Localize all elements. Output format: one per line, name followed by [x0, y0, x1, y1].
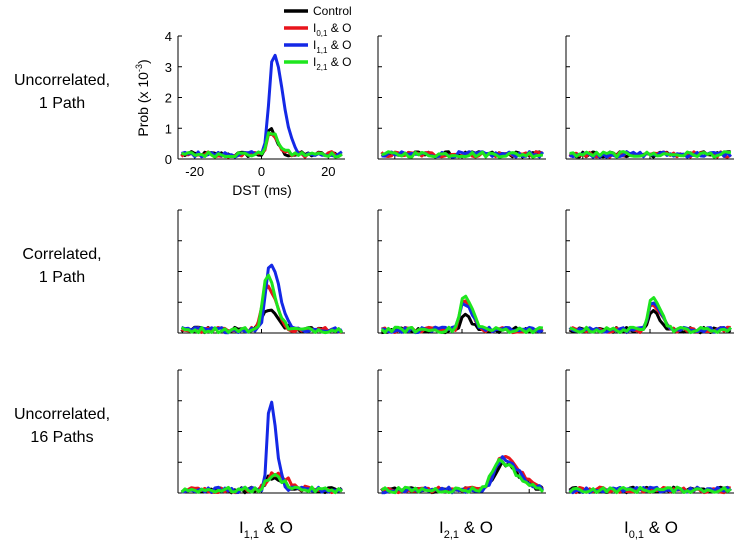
x-axis-label: DST (ms) — [232, 182, 292, 198]
panel-r2-c2 — [565, 369, 734, 495]
y-tick-label: 1 — [165, 121, 172, 136]
y-axis-label: Prob (x 10-3) — [134, 59, 151, 136]
x-tick-label: -20 — [185, 164, 204, 179]
panels: 0 1 2 3 4 -20 0 20 — [165, 29, 734, 495]
x-tick-label: 20 — [321, 164, 335, 179]
series-line-i21 — [568, 485, 732, 495]
series-line-i11 — [181, 400, 343, 494]
panel-r1-c2 — [565, 209, 734, 335]
y-tick-label: 3 — [165, 60, 172, 75]
row-label-0: Uncorrelated, 1 Path — [14, 72, 110, 112]
row-label-2: Uncorrelated, 16 Paths — [14, 406, 110, 446]
row-labels: Uncorrelated, 1 Path Correlated, 1 Path Unco… — [14, 72, 110, 446]
column-label-1: I2,1 & O — [439, 518, 493, 541]
column-label-2: I0,1 & O — [624, 518, 678, 541]
panel-r2-c1 — [377, 369, 546, 495]
panel-r2-c0 — [177, 369, 345, 495]
legend-label-i21: I2,1 & O — [313, 55, 351, 72]
series-line-i21 — [381, 150, 544, 159]
legend: Control I0,1 & OI1,1 & OI2,1 & O — [284, 4, 352, 72]
legend-label-control: Control — [313, 4, 352, 18]
legend-label-i01: I0,1 & O — [313, 21, 351, 38]
series-line-i21 — [181, 131, 343, 159]
y-tick-label: 4 — [165, 29, 172, 44]
series-line-i21 — [180, 472, 343, 495]
panel-r1-c0 — [177, 209, 345, 335]
column-labels: I1,1 & O I2,1 & O I0,1 & O — [239, 518, 678, 541]
y-tick-label: 2 — [165, 91, 172, 106]
series-line-i21 — [569, 150, 732, 159]
panel-r0-c1 — [377, 35, 546, 160]
column-label-0: I1,1 & O — [239, 518, 293, 541]
y-tick-label: 0 — [165, 152, 172, 167]
series-line-i21 — [180, 273, 344, 335]
legend-label-i11: I1,1 & O — [313, 38, 351, 55]
axis-labels: DST (ms) Prob (x 10-3) — [134, 59, 292, 198]
row-label-1: Correlated, 1 Path — [22, 246, 101, 286]
panel-r0-c0: 0 1 2 3 4 -20 0 20 — [165, 29, 345, 179]
series-line-i21 — [380, 294, 544, 335]
panel-r0-c2 — [565, 35, 734, 160]
series-line-i21 — [569, 296, 732, 335]
x-tick-label: 0 — [258, 164, 265, 179]
panel-r1-c1 — [377, 209, 546, 335]
series-line-i21 — [380, 457, 545, 495]
